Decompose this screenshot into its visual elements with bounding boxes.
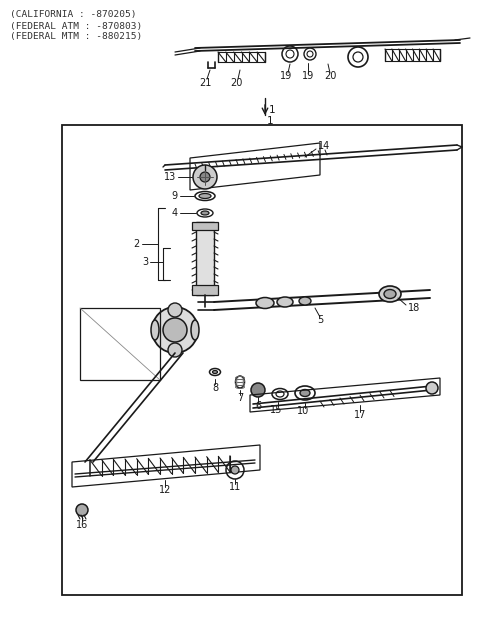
Text: 10: 10: [297, 406, 309, 416]
Bar: [62, 125, 462, 595]
Text: 11: 11: [229, 482, 241, 492]
Text: (CALIFORNIA : -870205): (CALIFORNIA : -870205): [10, 11, 136, 19]
Text: (FEDERAL MTM : -880215): (FEDERAL MTM : -880215): [10, 32, 142, 42]
Ellipse shape: [199, 193, 211, 198]
Text: 13: 13: [164, 172, 176, 182]
Ellipse shape: [256, 298, 274, 308]
Bar: [196, 222, 214, 295]
Text: 12: 12: [159, 485, 171, 495]
Circle shape: [76, 504, 88, 516]
Text: 16: 16: [76, 520, 88, 530]
Bar: [192, 285, 218, 295]
Circle shape: [426, 382, 438, 394]
Circle shape: [168, 343, 182, 357]
Text: 5: 5: [317, 315, 323, 325]
Circle shape: [163, 318, 187, 342]
Circle shape: [168, 303, 182, 317]
Text: 15: 15: [270, 405, 282, 415]
Text: 2: 2: [134, 239, 140, 249]
Bar: [192, 222, 218, 230]
Ellipse shape: [191, 320, 199, 340]
Text: 19: 19: [302, 71, 314, 81]
Text: 8: 8: [212, 383, 218, 393]
Ellipse shape: [213, 371, 217, 374]
Text: 14: 14: [318, 141, 330, 151]
Ellipse shape: [379, 286, 401, 302]
Circle shape: [251, 383, 265, 397]
Ellipse shape: [151, 320, 159, 340]
Ellipse shape: [384, 290, 396, 298]
Text: 19: 19: [280, 71, 292, 81]
Circle shape: [231, 466, 239, 474]
Text: 21: 21: [199, 78, 211, 88]
Text: (FEDERAL ATM : -870803): (FEDERAL ATM : -870803): [10, 21, 142, 31]
Circle shape: [200, 172, 210, 182]
Text: 20: 20: [324, 71, 336, 81]
Text: 17: 17: [354, 410, 366, 420]
Ellipse shape: [299, 297, 311, 305]
Ellipse shape: [201, 211, 209, 215]
Text: 1: 1: [269, 105, 276, 115]
Circle shape: [152, 307, 198, 353]
Text: 4: 4: [172, 208, 178, 218]
Text: 1: 1: [267, 116, 274, 126]
Ellipse shape: [277, 297, 293, 307]
Text: 18: 18: [408, 303, 420, 313]
Text: 3: 3: [142, 257, 148, 267]
Text: 6: 6: [255, 401, 261, 411]
Text: 20: 20: [230, 78, 242, 88]
Circle shape: [193, 165, 217, 189]
Ellipse shape: [300, 389, 310, 396]
Text: 9: 9: [172, 191, 178, 201]
Text: 7: 7: [237, 393, 243, 403]
